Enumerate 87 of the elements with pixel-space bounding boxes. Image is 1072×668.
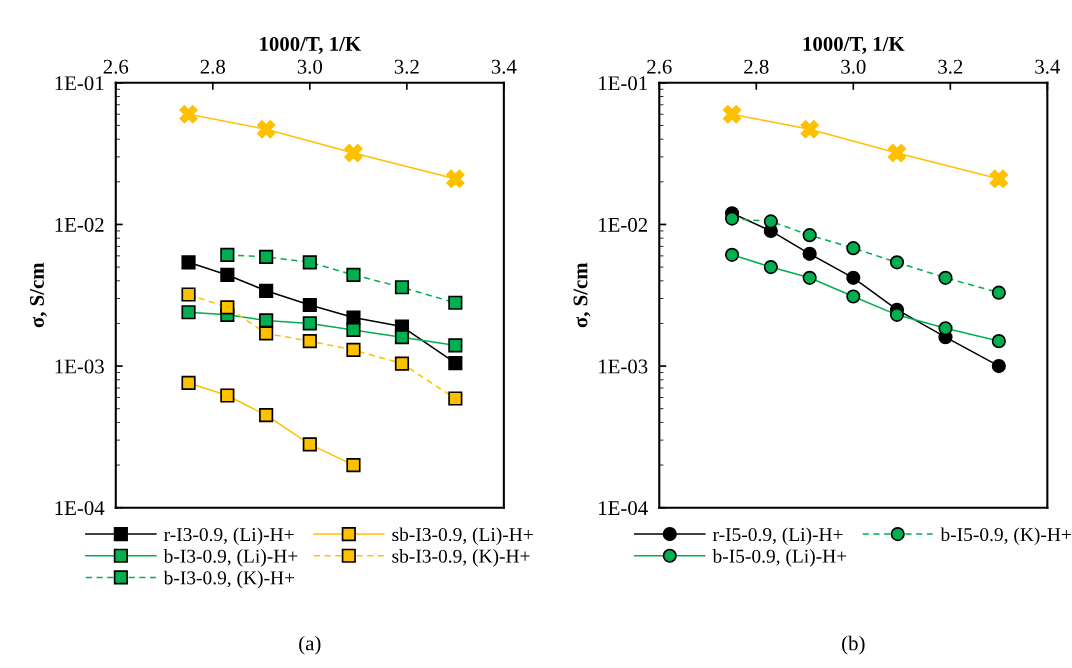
point bbox=[448, 355, 463, 371]
point bbox=[181, 305, 196, 320]
x-axis-title: 1000/T, 1/K bbox=[260, 36, 361, 54]
x-axis-title: 1000/T, 1/K bbox=[803, 36, 905, 54]
point bbox=[346, 310, 361, 325]
y-axis-title: σ, S/cm bbox=[573, 262, 591, 328]
point bbox=[763, 214, 778, 229]
point bbox=[181, 287, 196, 302]
point bbox=[181, 255, 196, 270]
point bbox=[722, 105, 742, 124]
y-tick-label: 1E-03 bbox=[55, 359, 104, 374]
point bbox=[889, 255, 905, 270]
point bbox=[989, 169, 1009, 188]
point bbox=[802, 270, 817, 285]
text: (b) bbox=[842, 635, 865, 655]
point bbox=[763, 259, 778, 275]
legend-label: sb-I3-0.9, (K)-H+ bbox=[392, 549, 530, 567]
x-tick-label: 2.6 bbox=[647, 59, 672, 74]
point bbox=[259, 249, 274, 264]
x-tick-label: 2.8 bbox=[744, 59, 769, 74]
point bbox=[256, 120, 276, 139]
y-axis-title: σ, S/cm bbox=[29, 262, 47, 328]
point bbox=[887, 143, 907, 163]
point bbox=[800, 120, 819, 139]
x-tick-label: 3.4 bbox=[1035, 59, 1061, 74]
x-tick-label: 3.0 bbox=[841, 59, 866, 74]
point bbox=[394, 356, 410, 371]
point bbox=[394, 280, 410, 295]
point bbox=[346, 322, 361, 337]
point bbox=[259, 408, 274, 423]
point bbox=[991, 285, 1006, 300]
point bbox=[846, 241, 861, 256]
point bbox=[802, 228, 817, 243]
x-tick-label: 2.6 bbox=[103, 59, 129, 74]
point bbox=[220, 267, 235, 283]
y-tick-label: 1E-04 bbox=[55, 501, 105, 516]
y-tick-label: 1E-03 bbox=[599, 359, 648, 374]
x-tick-label: 2.8 bbox=[200, 59, 226, 74]
point bbox=[179, 105, 198, 124]
point bbox=[938, 270, 953, 285]
point bbox=[991, 358, 1006, 374]
point bbox=[938, 321, 953, 336]
point bbox=[302, 316, 317, 331]
x-tick-label: 3.0 bbox=[297, 59, 323, 74]
point bbox=[181, 375, 196, 391]
point bbox=[846, 289, 861, 304]
point bbox=[448, 391, 463, 406]
point bbox=[846, 270, 861, 285]
point bbox=[448, 338, 463, 353]
point bbox=[446, 169, 465, 188]
point bbox=[302, 297, 317, 313]
point bbox=[259, 283, 274, 298]
point bbox=[220, 247, 235, 262]
legend-label: r-I3-0.9, (Li)-H+ bbox=[164, 527, 294, 546]
point bbox=[346, 267, 361, 283]
x-tick-label: 3.2 bbox=[394, 59, 419, 74]
x-tick-label: 3.4 bbox=[491, 59, 517, 74]
y-tick-label: 1E-01 bbox=[55, 76, 104, 91]
point bbox=[344, 143, 363, 163]
y-tick-label: 1E-01 bbox=[599, 76, 647, 91]
legend-label: b-I5-0.9, (Li)-H+ bbox=[712, 549, 847, 567]
y-tick-label: 1E-02 bbox=[55, 217, 104, 232]
point bbox=[448, 295, 463, 310]
point bbox=[302, 437, 317, 452]
point bbox=[259, 313, 274, 328]
point bbox=[302, 334, 317, 349]
point bbox=[802, 246, 817, 261]
point bbox=[724, 211, 740, 226]
point bbox=[259, 326, 274, 341]
point bbox=[991, 334, 1006, 349]
point bbox=[220, 388, 235, 403]
point bbox=[346, 457, 361, 473]
point bbox=[724, 247, 740, 262]
legend-label: r-I5-0.9, (Li)-H+ bbox=[712, 527, 843, 546]
legend-label: b-I3-0.9, (Li)-H+ bbox=[163, 549, 298, 567]
legend-label: b-I5-0.9, (K)-H+ bbox=[940, 527, 1071, 546]
x-tick-label: 3.2 bbox=[938, 59, 963, 74]
y-tick-label: 1E-02 bbox=[599, 217, 648, 232]
point bbox=[889, 307, 905, 322]
point bbox=[346, 342, 361, 358]
point bbox=[302, 255, 317, 270]
legend-label: b-I3-0.9, (K)-H+ bbox=[163, 570, 295, 589]
text: (a) bbox=[299, 635, 321, 655]
point bbox=[220, 300, 235, 315]
legend-label: sb-I3-0.9, (Li)-H+ bbox=[392, 527, 533, 546]
point bbox=[394, 330, 410, 345]
y-tick-label: 1E-04 bbox=[599, 501, 648, 516]
